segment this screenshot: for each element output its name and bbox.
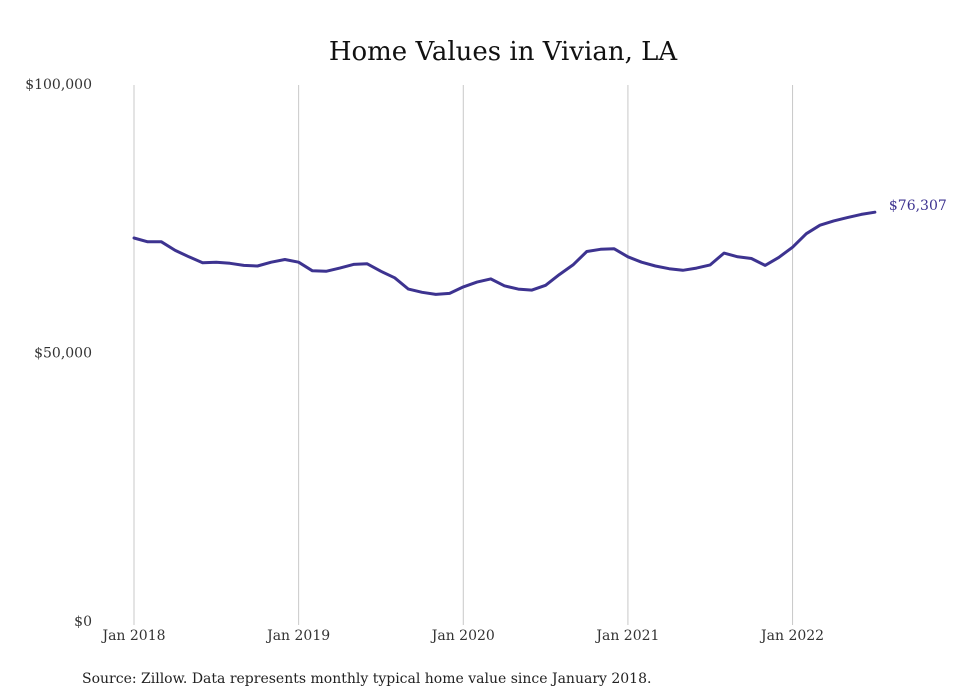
x-tick-label: Jan 2019 bbox=[265, 628, 330, 644]
latest-value-label: $76,307 bbox=[889, 198, 947, 214]
x-tick-label: Jan 2020 bbox=[430, 628, 495, 644]
y-tick-label: $50,000 bbox=[34, 346, 92, 362]
y-axis-ticks: $0 $50,000 $100,000 bbox=[25, 77, 92, 630]
source-note: Source: Zillow. Data represents monthly … bbox=[82, 671, 651, 687]
x-tick-label: Jan 2022 bbox=[759, 628, 824, 644]
home-value-line bbox=[132, 210, 877, 296]
x-tick-label: Jan 2018 bbox=[100, 628, 165, 644]
x-gridlines bbox=[133, 85, 794, 625]
y-tick-label: $0 bbox=[74, 614, 92, 630]
x-tick-label: Jan 2021 bbox=[594, 628, 659, 644]
chart-title: Home Values in Vivian, LA bbox=[329, 37, 679, 67]
y-tick-label: $100,000 bbox=[25, 77, 92, 93]
x-axis-ticks: Jan 2018 Jan 2019 Jan 2020 Jan 2021 Jan 2022 bbox=[100, 628, 824, 644]
